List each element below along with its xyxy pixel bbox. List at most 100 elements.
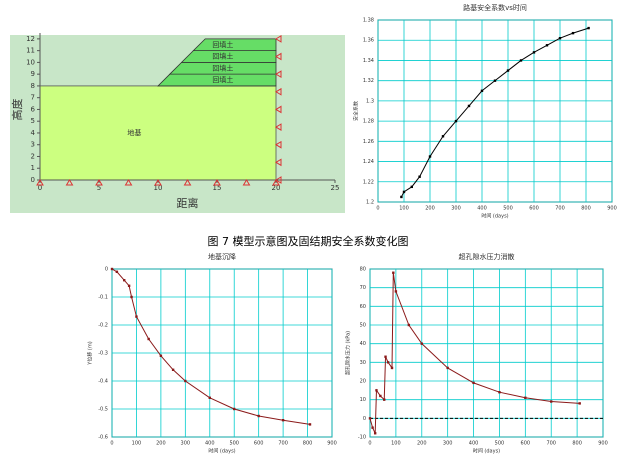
y-tick-label: 8 bbox=[31, 82, 35, 90]
marker bbox=[392, 271, 395, 274]
y-tick-label: 1.32 bbox=[363, 78, 374, 84]
y-tick-label: 0 bbox=[31, 176, 35, 184]
marker bbox=[394, 290, 398, 293]
y-tick-label: 1.24 bbox=[363, 159, 374, 165]
y-tick-label: 0 bbox=[105, 267, 108, 273]
marker bbox=[446, 366, 449, 370]
caption: 图 7 模型示意图及固结期安全系数变化图 bbox=[208, 234, 409, 248]
x-tick-label: 100 bbox=[391, 441, 401, 447]
x-label: 时间 (days) bbox=[473, 448, 500, 455]
x-tick-label: 25 bbox=[331, 184, 340, 192]
chart-title: 路基安全系数vs时间 bbox=[463, 3, 527, 12]
x-tick-label: 0 bbox=[376, 206, 379, 212]
y-tick-label: 1.3 bbox=[366, 98, 374, 104]
x-tick-label: 800 bbox=[581, 206, 591, 212]
marker bbox=[386, 361, 390, 364]
x-tick-label: 400 bbox=[477, 206, 487, 212]
marker bbox=[375, 389, 378, 392]
x-tick-label: 900 bbox=[598, 441, 608, 447]
y-tick-label: -0.5 bbox=[98, 407, 108, 413]
y-tick-label: 30 bbox=[360, 360, 366, 366]
x-tick-label: 100 bbox=[132, 441, 142, 447]
y-label: 高度 bbox=[10, 98, 24, 120]
marker bbox=[418, 175, 421, 178]
y-tick-label: 80 bbox=[360, 267, 366, 273]
marker bbox=[407, 323, 411, 327]
chart-title: 地基沉降 bbox=[208, 252, 236, 261]
y-tick-label: 40 bbox=[360, 341, 366, 347]
marker bbox=[379, 394, 382, 398]
y-tick-label: 1.38 bbox=[363, 18, 374, 24]
x-tick-label: 200 bbox=[417, 441, 427, 447]
x-label: 时间 (days) bbox=[481, 213, 508, 220]
marker bbox=[384, 355, 387, 358]
support bbox=[213, 179, 221, 186]
marker bbox=[171, 368, 175, 371]
x-tick-label: 0 bbox=[38, 184, 42, 192]
y-tick-label: 10 bbox=[26, 58, 35, 66]
x-tick-label: 500 bbox=[229, 441, 239, 447]
support bbox=[272, 179, 280, 186]
marker bbox=[233, 407, 236, 411]
chart-title: 超孔隙水压力消散 bbox=[459, 252, 515, 261]
x-tick-label: 600 bbox=[521, 441, 531, 447]
support bbox=[275, 87, 282, 96]
support bbox=[275, 123, 282, 131]
support bbox=[275, 176, 282, 184]
y-tick-label: 5 bbox=[31, 117, 35, 125]
foundation bbox=[39, 85, 277, 181]
x-tick-label: 10 bbox=[154, 184, 163, 192]
y-tick-label: 1 bbox=[31, 164, 35, 172]
y-tick-label: 12 bbox=[26, 35, 35, 43]
x-tick-label: 15 bbox=[213, 184, 222, 192]
fill-layer bbox=[192, 38, 277, 52]
support bbox=[183, 179, 192, 186]
x-tick-label: 20 bbox=[272, 184, 281, 192]
y-tick-label: 60 bbox=[360, 304, 366, 310]
marker bbox=[110, 267, 114, 271]
marker bbox=[371, 426, 374, 429]
support bbox=[124, 179, 133, 186]
marker bbox=[400, 195, 403, 199]
marker bbox=[545, 44, 549, 47]
marker bbox=[410, 185, 413, 189]
x-tick-label: 300 bbox=[451, 206, 461, 212]
x-tick-label: 500 bbox=[495, 441, 505, 447]
x-tick-label: 800 bbox=[303, 441, 313, 447]
y-tick-label: 3 bbox=[31, 141, 35, 149]
support bbox=[275, 105, 282, 114]
y-tick-label: -0.6 bbox=[98, 435, 108, 441]
marker bbox=[308, 423, 312, 426]
y-tick-label: 1.26 bbox=[363, 139, 374, 145]
x-tick-label: 900 bbox=[607, 206, 617, 212]
x-tick-label: 5 bbox=[97, 184, 101, 192]
x-tick-label: 900 bbox=[327, 441, 337, 447]
marker bbox=[383, 398, 386, 401]
x-tick-label: 700 bbox=[278, 441, 288, 447]
support bbox=[275, 52, 282, 61]
marker bbox=[402, 190, 406, 194]
marker bbox=[208, 396, 211, 399]
marker bbox=[390, 366, 394, 370]
y-tick-label: -0.2 bbox=[98, 323, 108, 329]
marker bbox=[127, 284, 131, 287]
y-tick-label: 2 bbox=[31, 152, 35, 160]
x-tick-label: 200 bbox=[425, 206, 435, 212]
support bbox=[36, 179, 44, 186]
marker bbox=[454, 119, 458, 123]
support bbox=[242, 179, 251, 186]
y-label: 安全系数 bbox=[353, 101, 360, 121]
marker bbox=[571, 31, 575, 35]
y-tick-label: 1.34 bbox=[363, 58, 374, 64]
x-label: 时间 (days) bbox=[208, 448, 235, 455]
layer-label: 回填土 bbox=[212, 75, 233, 84]
y-tick-label: 4 bbox=[31, 129, 36, 137]
support bbox=[65, 179, 74, 186]
plot-area bbox=[369, 268, 604, 438]
y-label: 超孔隙水压力 (kPa) bbox=[345, 331, 352, 375]
marker bbox=[578, 402, 581, 405]
support bbox=[154, 179, 162, 186]
x-tick-label: 0 bbox=[368, 441, 371, 447]
marker bbox=[498, 391, 501, 394]
y-tick-label: 1.22 bbox=[363, 179, 374, 185]
